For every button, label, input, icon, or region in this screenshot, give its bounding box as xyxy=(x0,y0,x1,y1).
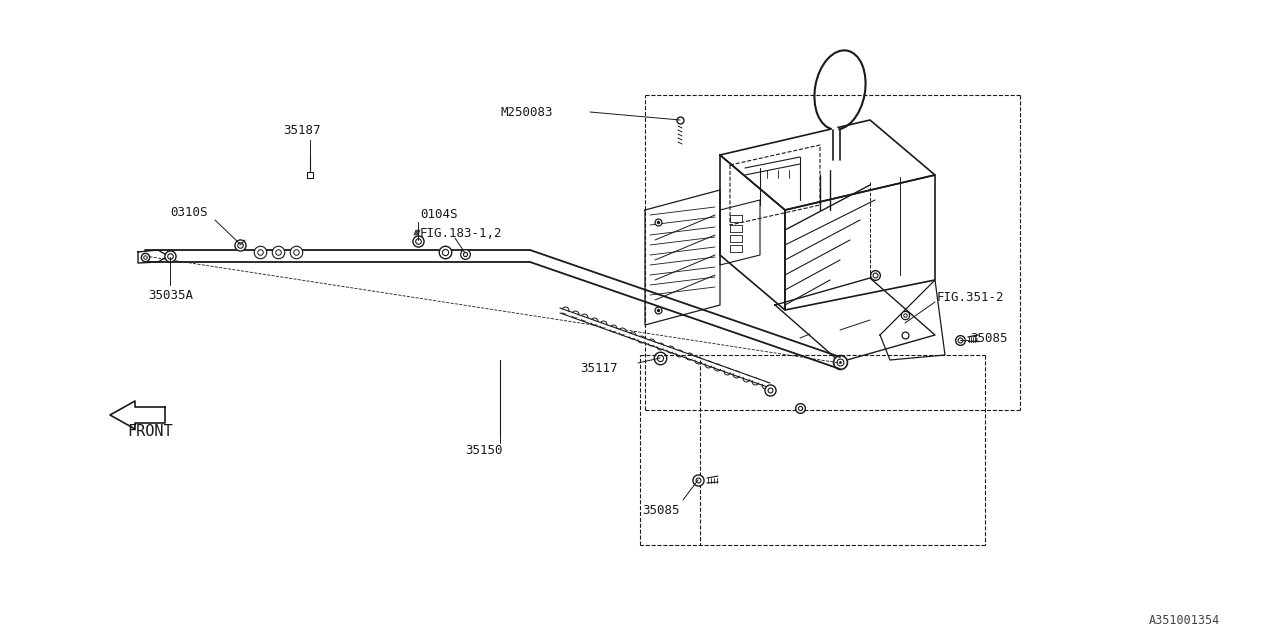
Text: 0310S: 0310S xyxy=(170,205,207,218)
Text: FIG.351-2: FIG.351-2 xyxy=(937,291,1005,303)
Text: 35187: 35187 xyxy=(283,124,320,136)
Text: 35035A: 35035A xyxy=(148,289,193,301)
Text: M250083: M250083 xyxy=(500,106,553,118)
Text: 35085: 35085 xyxy=(970,332,1007,344)
Text: 35085: 35085 xyxy=(643,504,680,516)
Text: 0104S: 0104S xyxy=(420,207,457,221)
Text: 35150: 35150 xyxy=(465,444,503,456)
Text: FRONT: FRONT xyxy=(127,424,173,440)
Ellipse shape xyxy=(814,51,865,130)
Text: FIG.183-1,2: FIG.183-1,2 xyxy=(420,227,503,239)
Text: A351001354: A351001354 xyxy=(1148,614,1220,627)
Text: 35117: 35117 xyxy=(580,362,617,374)
